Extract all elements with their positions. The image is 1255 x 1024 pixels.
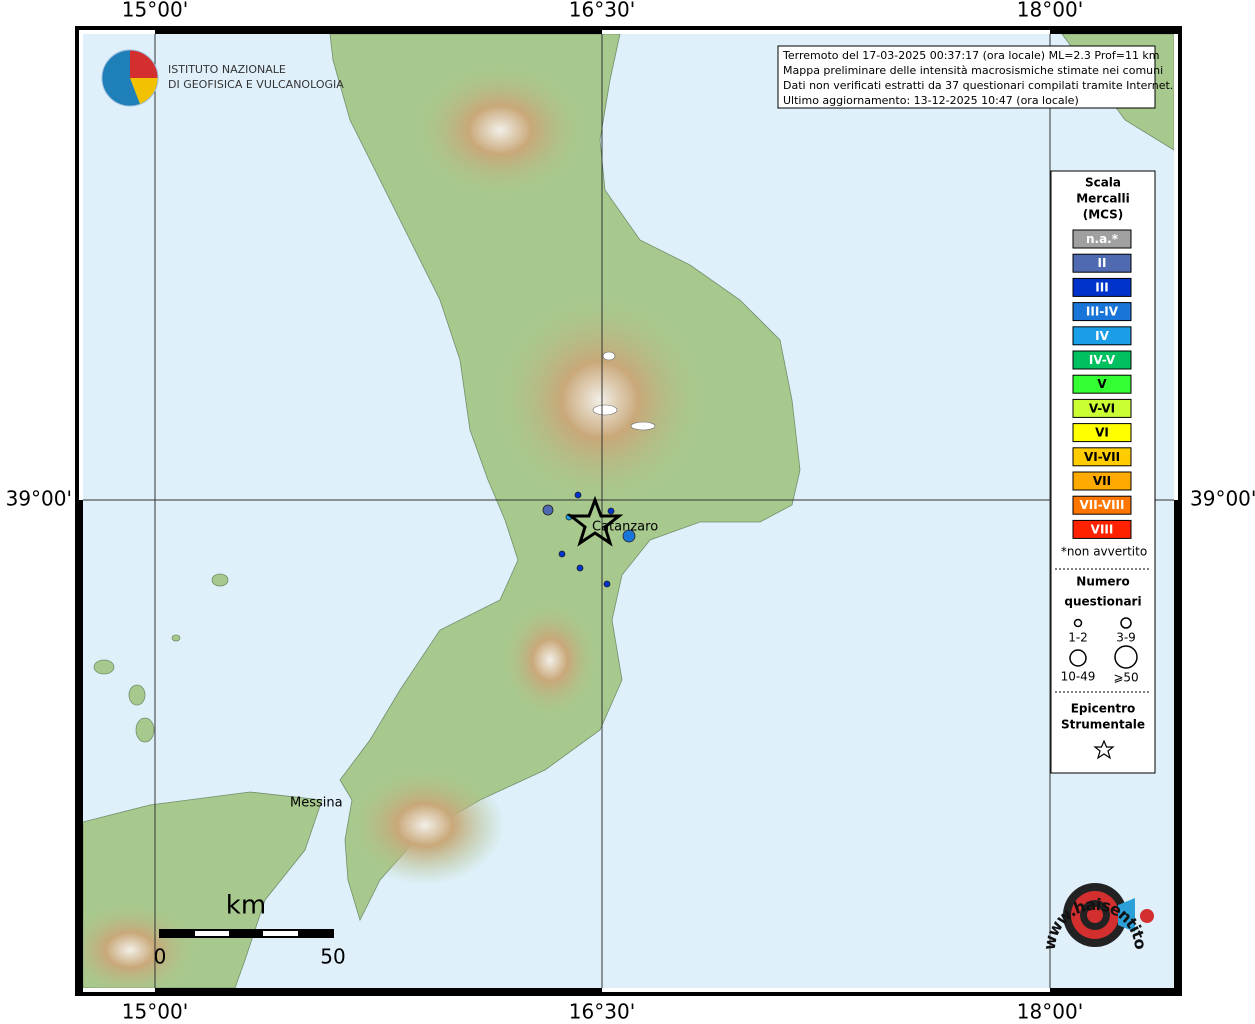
logo-text: DI GEOFISICA E VULCANOLOGIA — [168, 78, 344, 91]
count-label: ⩾50 — [1113, 671, 1138, 685]
intensity-label: n.a.* — [1086, 232, 1119, 246]
intensity-swatch — [1072, 374, 1132, 394]
legend-title: Strumentale — [1061, 718, 1145, 732]
scale-bar: km 0 50 — [154, 891, 346, 969]
legend-title: Numero — [1076, 575, 1129, 589]
lon-label: 16°30' — [569, 0, 635, 22]
place-label: Catanzaro — [592, 520, 658, 535]
intensity-swatch — [1072, 519, 1132, 539]
legend-title: Mercalli — [1076, 192, 1130, 206]
relief — [83, 60, 710, 988]
lat-label: 39°00' — [1190, 487, 1255, 511]
intensity-label: V — [1097, 377, 1107, 391]
intensity-swatch — [1072, 326, 1132, 346]
intensity-label: IV — [1095, 329, 1109, 343]
intensity-label: VI — [1095, 426, 1109, 440]
scale-start: 0 — [154, 945, 167, 969]
legend-title: Scala — [1085, 176, 1121, 190]
intensity-swatch — [1072, 277, 1132, 297]
intensity-swatch — [1072, 495, 1132, 515]
intensity-swatch — [1072, 350, 1132, 370]
intensity-label: VII — [1093, 474, 1111, 488]
lon-label: 15°00' — [122, 1000, 188, 1024]
intensity-label: IV-V — [1089, 353, 1116, 367]
logo: ISTITUTO NAZIONALE DI GEOFISICA E VULCAN… — [101, 49, 344, 107]
lon-label: 15°00' — [122, 0, 188, 22]
intensity-swatch — [1072, 471, 1132, 491]
intensity-swatch — [1072, 253, 1132, 273]
info-box: Terremoto del 17-03-2025 00:37:17 (ora l… — [777, 45, 1173, 109]
lon-label: 18°00' — [1017, 1000, 1083, 1024]
scale-end: 50 — [320, 945, 345, 969]
count-label: 1-2 — [1068, 631, 1088, 645]
intensity-swatch — [1072, 229, 1132, 249]
intensity-label: VI-VII — [1084, 450, 1120, 464]
intensity-label: V-VI — [1089, 401, 1115, 415]
lon-label: 16°30' — [569, 1000, 635, 1024]
info-line: Mappa preliminare delle intensità macros… — [783, 64, 1163, 77]
intensity-label: II — [1098, 256, 1107, 270]
legend-title: questionari — [1064, 595, 1141, 609]
intensity-swatch — [1072, 302, 1132, 322]
legend-note: *non avvertito — [1061, 545, 1147, 559]
intensity-swatch — [1072, 423, 1132, 443]
info-line: Terremoto del 17-03-2025 00:37:17 (ora l… — [782, 49, 1160, 62]
info-line: Ultimo aggiornamento: 13-12-2025 10:47 (… — [783, 94, 1079, 107]
intensity-label: III-IV — [1086, 305, 1119, 319]
info-line: Dati non verificati estratti da 37 quest… — [783, 79, 1173, 92]
frame-ticks — [75, 26, 1182, 996]
intensity-label: VII-VIII — [1079, 498, 1124, 512]
count-label: 10-49 — [1061, 670, 1096, 684]
epicenter — [566, 495, 624, 547]
intensity-label: III — [1095, 280, 1108, 294]
place-label: Messina — [290, 796, 343, 811]
map-area: Catanzaro Messina km 0 50 — [83, 34, 1174, 988]
legend-title: Epicentro — [1071, 702, 1136, 716]
lon-label: 18°00' — [1017, 0, 1083, 22]
islands — [93, 573, 229, 743]
intensity-swatch — [1072, 447, 1132, 467]
scale-unit: km — [226, 891, 266, 921]
intensity-label: VIII — [1091, 522, 1114, 536]
logo-text: ISTITUTO NAZIONALE — [168, 63, 286, 76]
count-label: 3-9 — [1116, 631, 1136, 645]
graticule — [83, 34, 1174, 988]
lat-label: 39°00' — [6, 487, 72, 511]
legend: Scala Mercalli (MCS) *non avvertito Nume… — [1050, 170, 1156, 774]
intensity-swatch — [1072, 398, 1132, 418]
legend-title: (MCS) — [1083, 208, 1124, 222]
